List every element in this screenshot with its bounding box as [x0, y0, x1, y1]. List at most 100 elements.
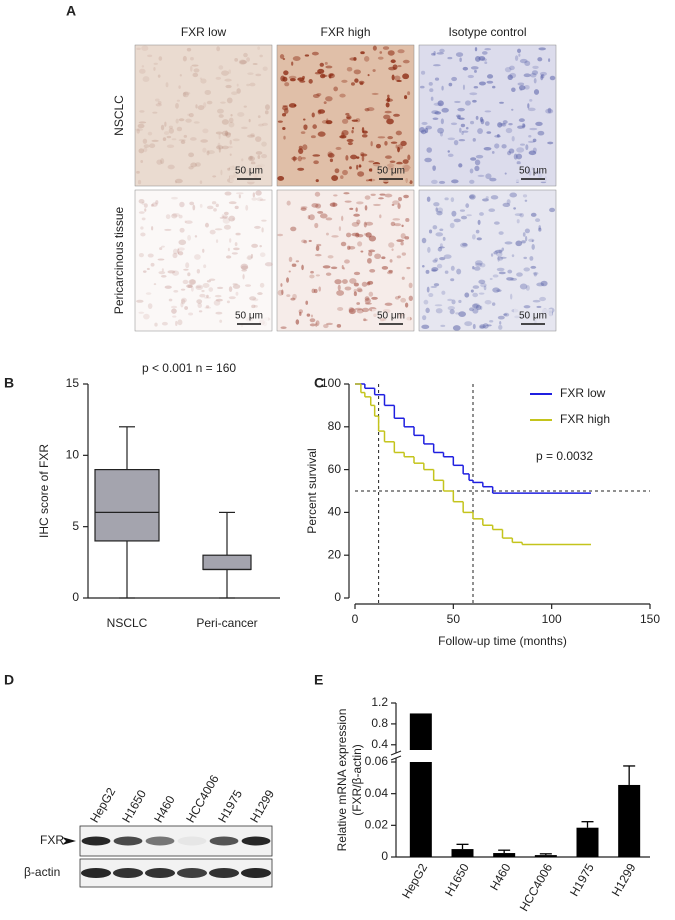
cell: [522, 194, 528, 198]
band: [209, 836, 239, 846]
cell: [464, 292, 470, 298]
cell: [426, 147, 432, 153]
cell: [474, 260, 483, 266]
micrograph-bg: [134, 44, 273, 187]
cell: [493, 251, 498, 255]
cell: [469, 195, 475, 199]
cell: [432, 117, 439, 121]
cell: [449, 222, 455, 229]
cell: [404, 236, 410, 240]
cell: [483, 147, 492, 151]
cell: [297, 167, 305, 171]
cell: [400, 140, 407, 147]
cell: [459, 57, 462, 63]
x-tick-label: 50: [447, 612, 461, 626]
cell: [215, 311, 223, 315]
cell: [171, 138, 177, 141]
cell: [397, 203, 401, 210]
cell: [479, 325, 485, 330]
cell: [486, 80, 494, 84]
cell: [511, 136, 515, 142]
cell: [177, 247, 185, 251]
cell: [168, 298, 173, 302]
cell: [436, 263, 443, 269]
cell: [400, 297, 407, 303]
cell: [345, 112, 350, 116]
cell: [223, 211, 229, 216]
cell: [197, 105, 205, 111]
cell: [220, 101, 226, 104]
cell: [341, 129, 349, 136]
cell: [431, 110, 439, 115]
cell: [470, 289, 474, 293]
cell: [252, 62, 258, 65]
cell: [532, 271, 539, 275]
cell: [356, 219, 361, 225]
cell: [199, 293, 206, 298]
cell: [279, 54, 285, 59]
cell: [164, 285, 172, 289]
cell: [312, 154, 321, 157]
cell: [510, 293, 513, 300]
cell: [281, 112, 287, 117]
cell: [232, 138, 240, 142]
cell: [336, 324, 342, 328]
cell: [357, 171, 365, 177]
cell: [391, 248, 394, 251]
cell: [404, 302, 409, 308]
cell: [528, 150, 537, 156]
cell: [226, 97, 233, 104]
cell: [196, 299, 203, 304]
cell: [458, 138, 466, 142]
cell: [444, 197, 449, 201]
cell: [503, 313, 508, 316]
cell: [140, 226, 144, 230]
cell: [469, 307, 474, 312]
cell: [298, 309, 304, 314]
cell: [374, 253, 382, 260]
cell: [366, 107, 375, 112]
cell: [384, 140, 388, 146]
cell: [192, 204, 196, 211]
cell: [465, 126, 469, 130]
band: [208, 868, 240, 878]
cell: [524, 199, 528, 202]
cell: [466, 214, 472, 217]
cell: [372, 69, 376, 72]
cell: [152, 111, 158, 114]
cell: [375, 143, 381, 149]
cell: [340, 175, 344, 180]
cell: [523, 305, 531, 309]
cell: [261, 141, 267, 147]
cell: [431, 52, 436, 56]
cell: [299, 311, 302, 316]
cell: [179, 201, 185, 208]
cell: [309, 323, 316, 327]
cell: [190, 162, 198, 168]
cell: [527, 107, 536, 112]
cell: [182, 55, 187, 62]
cell: [168, 125, 173, 129]
cell: [549, 75, 556, 81]
cell: [318, 286, 322, 292]
cell: [377, 56, 384, 60]
cell: [469, 168, 474, 174]
cell: [136, 128, 140, 134]
cell: [305, 300, 309, 305]
cell: [363, 221, 367, 228]
cell: [312, 93, 320, 99]
cell: [250, 161, 256, 165]
cell: [180, 298, 186, 305]
cell: [258, 123, 264, 127]
cell: [460, 123, 466, 128]
cell: [235, 291, 239, 296]
cell: [422, 264, 425, 268]
cell: [516, 147, 525, 153]
cell: [361, 307, 370, 313]
y-tick-label: 100: [321, 376, 341, 390]
cell: [257, 154, 261, 160]
cell: [333, 86, 339, 92]
cell: [204, 306, 211, 309]
cell: [537, 57, 543, 62]
cell: [290, 226, 297, 232]
